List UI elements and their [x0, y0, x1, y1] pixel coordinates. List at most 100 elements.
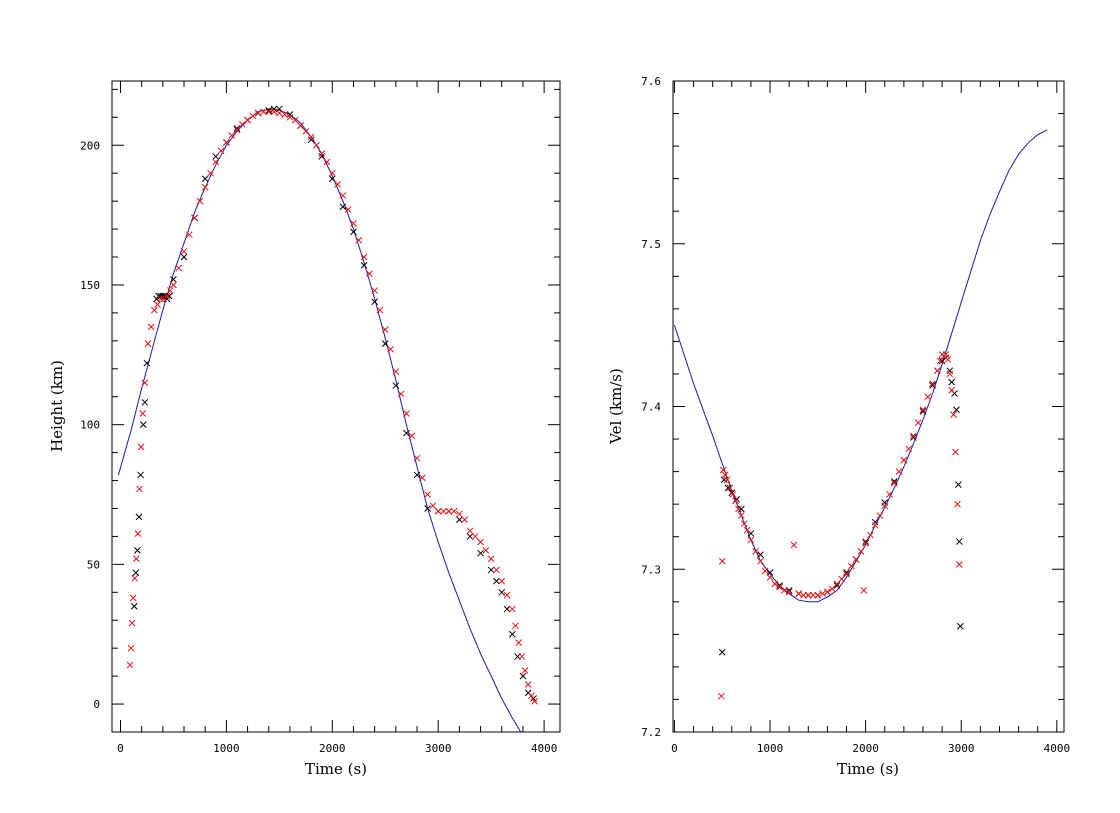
height-observations-black-point	[170, 276, 177, 283]
velocity-observations-red-point	[766, 574, 774, 581]
velocity-observations-red-point	[933, 367, 941, 375]
height-observations-red-point	[180, 248, 188, 255]
height-observations-black-point	[137, 471, 144, 479]
height-observations-red-point	[461, 516, 469, 524]
height-observations-red-point	[493, 566, 500, 574]
velocity-observations-red-point	[729, 491, 737, 498]
velocity-observations-red-point	[895, 468, 903, 475]
height-observations-red-point	[503, 591, 511, 599]
velocity-y-tick-label: 7.3	[641, 563, 661, 576]
velocity-x-tick-label: 2000	[852, 742, 879, 755]
height-observations-black-point	[381, 340, 389, 347]
height-observations-black-point	[328, 175, 336, 183]
height-observations-red-point	[207, 169, 214, 177]
height-observations-red-point	[129, 594, 137, 602]
velocity-observations-red-point	[732, 497, 739, 505]
velocity-observations-red-point	[876, 512, 884, 519]
height-observations-red-point	[424, 491, 431, 498]
height-observations-black-point	[318, 153, 326, 160]
height-observations-black-point	[130, 602, 138, 610]
height-observations-black-point	[519, 672, 527, 680]
height-observations-red-point	[136, 485, 143, 493]
velocity-observations-red-point	[785, 588, 793, 596]
velocity-series	[673, 129, 1048, 700]
velocity-observations-black-point	[948, 378, 956, 386]
velocity-observations-red-point	[790, 541, 798, 549]
velocity-observations-black-point	[833, 582, 841, 589]
velocity-observations-red-point	[824, 588, 831, 596]
height-observations-black-point	[135, 513, 143, 521]
velocity-observations-red-point	[900, 456, 908, 464]
height-observations-red-point	[249, 112, 257, 120]
velocity-observations-black-point	[890, 478, 898, 485]
velocity-observations-black-point	[919, 408, 927, 415]
velocity-observations-red-point	[929, 380, 936, 388]
velocity-observations-red-point	[718, 557, 726, 565]
height-observations-red-point	[139, 410, 147, 417]
height-observations-red-point	[376, 306, 384, 314]
velocity-observations-black-point	[946, 367, 954, 375]
velocity-observations-red-point	[717, 692, 725, 700]
velocity-observations-red-point	[726, 484, 734, 492]
velocity-observations-red-point	[721, 471, 729, 479]
height-observations-red-point	[254, 109, 262, 117]
height-observations-red-point	[397, 390, 405, 398]
height-observations-red-point	[482, 547, 490, 554]
velocity-observations-red-point	[919, 406, 927, 414]
velocity-observations-red-point	[890, 479, 898, 487]
height-observations-red-point	[260, 108, 267, 116]
height-observations-red-point	[318, 150, 326, 157]
height-observations-red-point	[244, 116, 251, 124]
velocity-observations-red-point	[795, 590, 803, 598]
height-observations-black-point	[265, 106, 273, 114]
height-observations-red-point	[521, 667, 529, 674]
velocity-model-line	[673, 129, 1048, 603]
velocity-observations-red-point	[924, 393, 932, 401]
height-observations-black-point	[134, 547, 141, 554]
height-observations-red-point	[131, 574, 139, 582]
velocity-observations-red-point	[950, 411, 957, 418]
velocity-y-tick-label: 7.5	[641, 238, 661, 251]
height-observations-black-point	[371, 298, 379, 306]
height-observations-red-point	[157, 295, 165, 303]
velocity-observations-red-point	[952, 448, 959, 456]
height-observations-red-point	[360, 253, 368, 261]
height-observations-red-point	[166, 287, 174, 294]
height-observations-black-point	[477, 549, 484, 557]
velocity-observations-red-point	[804, 591, 812, 599]
height-observations-red-point	[456, 510, 463, 518]
height-observations-red-point	[531, 697, 538, 705]
height-observations-black-point	[180, 253, 188, 261]
velocity-observations-red-point	[954, 500, 961, 508]
velocity-observations-red-point	[871, 521, 879, 529]
height-observations-red-point	[466, 527, 474, 535]
velocity-observations-red-point	[944, 355, 952, 363]
velocity-observations-red-point	[776, 583, 783, 591]
height-observations-red-point	[307, 133, 315, 141]
velocity-observations-black-point	[955, 538, 963, 545]
velocity-y-tick-label: 7.4	[641, 401, 661, 414]
velocity-observations-red-point	[914, 419, 922, 427]
height-observations-red-point	[403, 410, 410, 417]
height-observations-black-point	[141, 398, 149, 406]
height-observations-red-point	[163, 292, 171, 300]
velocity-y-axis-label: Vel (km/s)	[607, 368, 625, 445]
velocity-observations-black-point	[843, 569, 850, 576]
velocity-observations-red-point	[737, 512, 745, 519]
velocity-observations-black-point	[766, 569, 774, 576]
velocity-observations-black-point	[956, 622, 964, 630]
velocity-observations-black-point	[785, 587, 793, 594]
height-observations-red-point	[134, 530, 142, 537]
height-observations-black-point	[286, 111, 294, 118]
height-observations-red-point	[313, 141, 320, 149]
velocity-observations-black-point	[953, 406, 960, 414]
velocity-y-tick-label: 7.2	[641, 726, 661, 739]
height-observations-red-point	[126, 661, 134, 669]
height-observations-red-point	[170, 281, 177, 289]
velocity-observations-red-point	[761, 567, 769, 575]
velocity-observations-red-point	[867, 531, 874, 539]
height-x-axis-label: Time (s)	[305, 760, 367, 778]
height-observations-red-point	[196, 197, 204, 205]
height-observations-red-point	[371, 287, 379, 294]
height-observations-red-point	[440, 507, 447, 515]
